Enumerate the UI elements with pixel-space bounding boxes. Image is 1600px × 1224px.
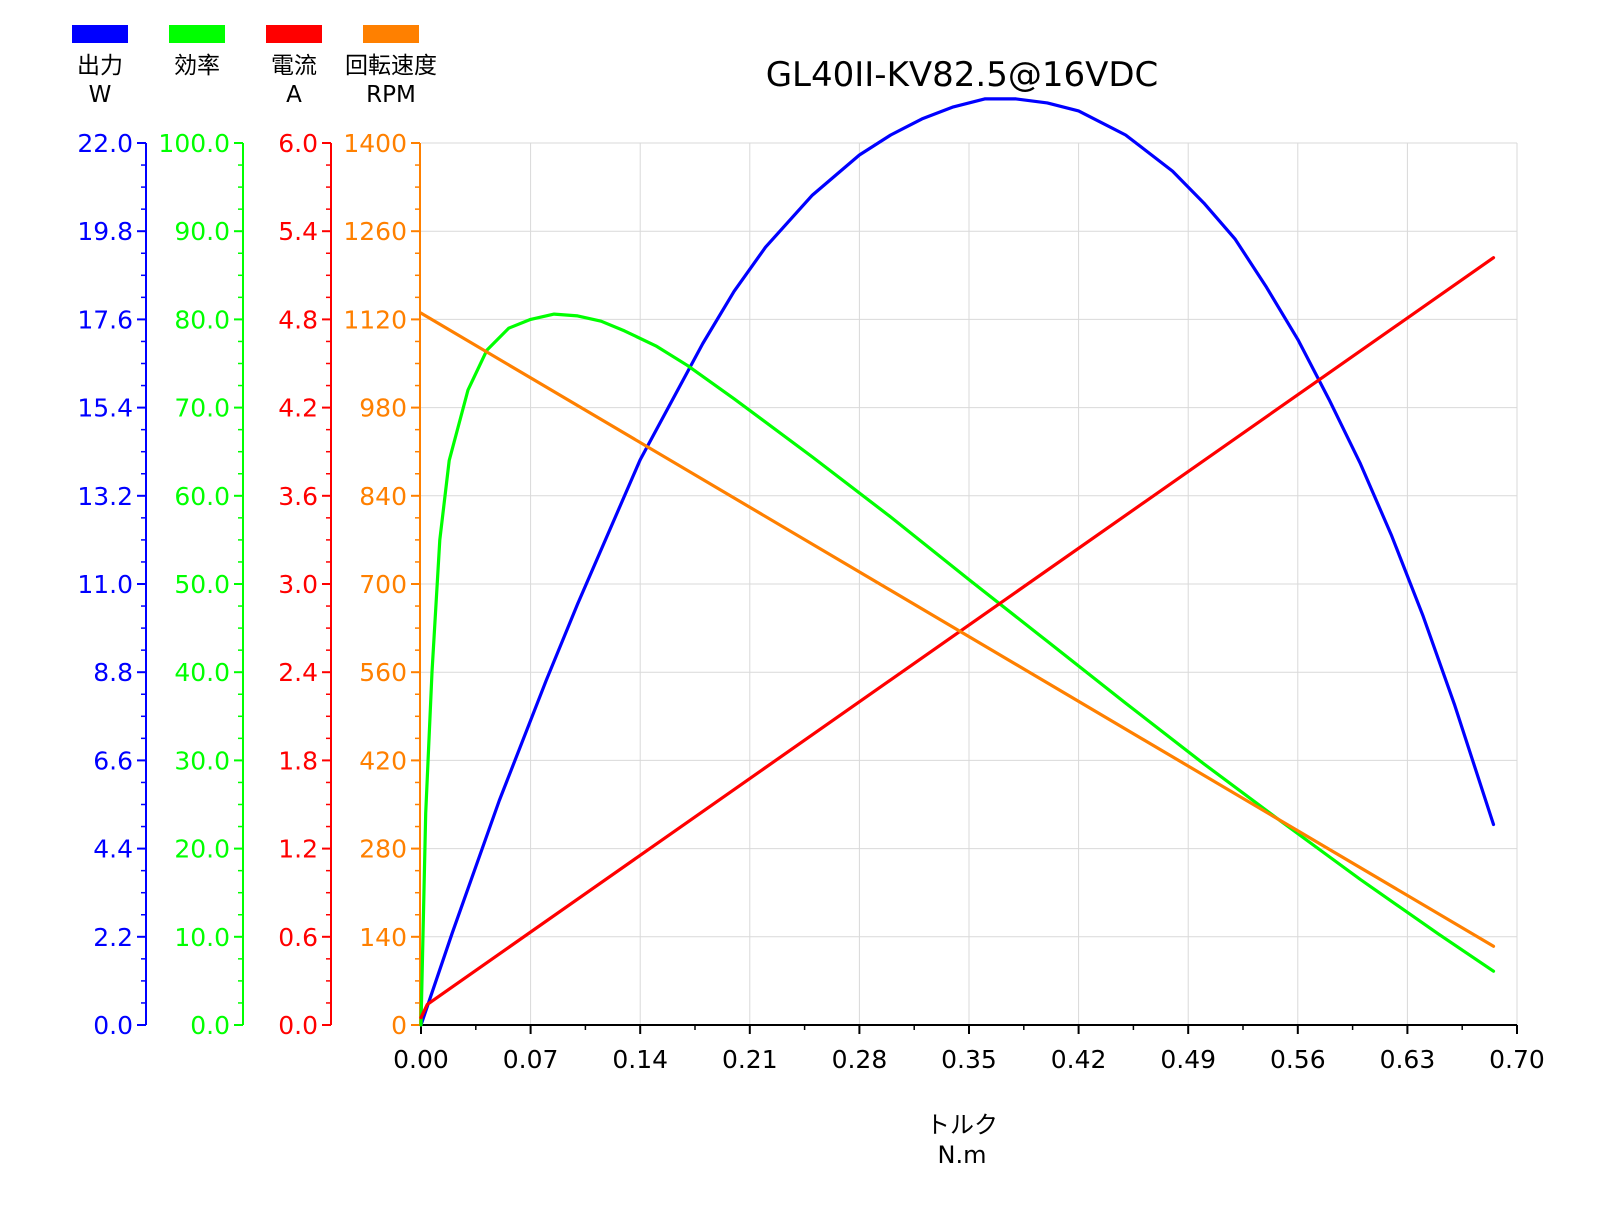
legend-label-power: 出力 <box>77 53 123 79</box>
efficiency-tick-label: 20.0 <box>174 835 230 864</box>
legend-swatch-efficiency <box>169 25 225 43</box>
speed-tick-label: 1400 <box>343 129 407 158</box>
efficiency-tick-label: 60.0 <box>174 482 230 511</box>
x-tick-label: 0.14 <box>612 1045 668 1074</box>
current-tick-label: 5.4 <box>278 217 318 246</box>
x-tick-label: 0.63 <box>1380 1045 1436 1074</box>
power-tick-label: 19.8 <box>77 217 133 246</box>
legend-swatch-power <box>72 25 128 43</box>
x-tick-label: 0.00 <box>393 1045 449 1074</box>
current-tick-label: 1.8 <box>278 746 318 775</box>
efficiency-tick-label: 80.0 <box>174 305 230 334</box>
efficiency-tick-label: 100.0 <box>158 129 230 158</box>
x-tick-label: 0.56 <box>1270 1045 1326 1074</box>
x-axis: 0.00 0.07 0.14 0.21 0.28 0.35 0.42 0.49 0.56 0.63… <box>393 1024 1545 1074</box>
x-axis-title: トルク <box>926 1111 998 1139</box>
efficiency-tick-label: 70.0 <box>174 394 230 423</box>
x-tick-label: 0.42 <box>1051 1045 1107 1074</box>
chart-title: GL40II-KV82.5@16VDC <box>766 55 1159 95</box>
speed-tick-label: 420 <box>359 746 407 775</box>
efficiency-tick-label: 10.0 <box>174 923 230 952</box>
current-tick-label: 3.0 <box>278 570 318 599</box>
legend-unit-current: A <box>286 82 302 108</box>
power-tick-label: 17.6 <box>77 305 133 334</box>
power-tick-label: 11.0 <box>77 570 133 599</box>
legend-label-current: 電流 <box>271 53 317 79</box>
power-tick-label: 2.2 <box>93 923 133 952</box>
power-tick-label: 15.4 <box>77 394 133 423</box>
current-tick-label: 0.6 <box>278 923 318 952</box>
x-tick-label: 0.07 <box>503 1045 559 1074</box>
speed-tick-label: 140 <box>359 923 407 952</box>
current-tick-label: 4.2 <box>278 394 318 423</box>
legend-swatch-current <box>266 25 322 43</box>
current-tick-label: 2.4 <box>278 658 318 687</box>
plot-area <box>419 97 1496 1027</box>
legend-swatch-speed <box>363 25 419 43</box>
current-tick-label: 6.0 <box>278 129 318 158</box>
legend-unit-power: W <box>89 82 112 108</box>
speed-tick-label: 700 <box>359 570 407 599</box>
legend-label-efficiency: 効率 <box>174 53 220 79</box>
x-tick-label: 0.49 <box>1160 1045 1216 1074</box>
legend: 出力 W 効率 電流 A 回転速度 RPM <box>72 25 437 108</box>
series-line-speed <box>419 311 1496 948</box>
power-tick-label: 22.0 <box>77 129 133 158</box>
x-tick-label: 0.21 <box>722 1045 778 1074</box>
efficiency-tick-label: 90.0 <box>174 217 230 246</box>
efficiency-tick-label: 50.0 <box>174 570 230 599</box>
current-tick-label: 1.2 <box>278 835 318 864</box>
speed-tick-label: 1120 <box>343 305 407 334</box>
power-tick-label: 6.6 <box>93 746 133 775</box>
x-tick-label: 0.70 <box>1489 1045 1545 1074</box>
current-tick-label: 4.8 <box>278 305 318 334</box>
speed-tick-label: 980 <box>359 394 407 423</box>
speed-tick-label: 280 <box>359 835 407 864</box>
series-line-power <box>419 97 1496 1027</box>
power-tick-label: 8.8 <box>93 658 133 687</box>
speed-tick-label: 560 <box>359 658 407 687</box>
series-line-efficiency <box>419 312 1496 1027</box>
current-tick-label: 3.6 <box>278 482 318 511</box>
speed-tick-label: 840 <box>359 482 407 511</box>
power-tick-label: 0.0 <box>93 1011 133 1040</box>
series-line-current <box>419 256 1496 1020</box>
efficiency-tick-label: 40.0 <box>174 658 230 687</box>
power-tick-label: 4.4 <box>93 835 133 864</box>
x-tick-label: 0.28 <box>832 1045 888 1074</box>
speed-tick-label: 1260 <box>343 217 407 246</box>
grid-lines <box>421 142 1518 1025</box>
power-tick-label: 13.2 <box>77 482 133 511</box>
y-axes: 0.0 2.2 4.4 6.6 8.8 11.0 13.2 15.4 17.6 19.8 22.0 0… <box>77 129 421 1040</box>
legend-label-speed: 回転速度 <box>345 53 437 79</box>
efficiency-tick-label: 30.0 <box>174 746 230 775</box>
x-tick-label: 0.35 <box>941 1045 997 1074</box>
efficiency-tick-label: 0.0 <box>190 1011 230 1040</box>
current-tick-label: 0.0 <box>278 1011 318 1040</box>
x-axis-unit: N.m <box>938 1141 987 1169</box>
legend-unit-speed: RPM <box>366 82 416 108</box>
speed-tick-label: 0 <box>391 1011 407 1040</box>
